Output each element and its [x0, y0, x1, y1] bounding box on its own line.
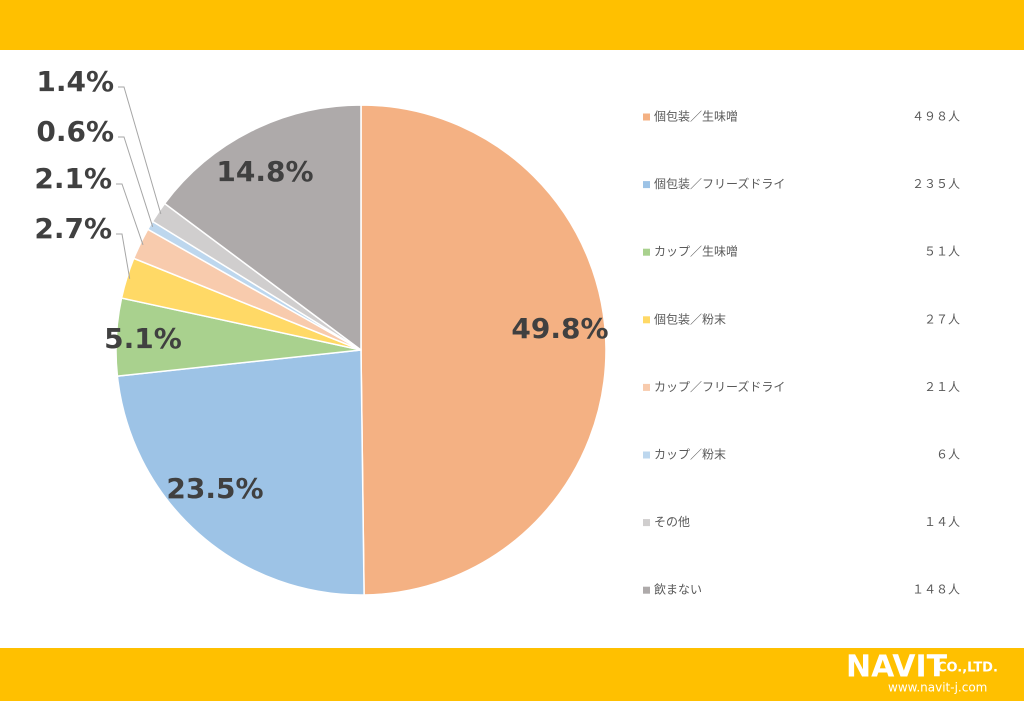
data-label: 14.8% [216, 155, 313, 188]
leader-line [116, 183, 144, 246]
legend-swatch [643, 248, 650, 256]
data-label: 2.7% [34, 212, 112, 245]
legend-count: １４８人 [912, 583, 960, 597]
slice [116, 349, 365, 596]
legend-label: 個包装／フリーズドライ [654, 176, 785, 191]
data-label: 5.1% [104, 322, 182, 355]
legend-count: ５１人 [924, 245, 960, 259]
legend-count: ２７人 [924, 312, 960, 326]
data-label: 23.5% [166, 472, 263, 505]
data-label: 2.1% [34, 162, 112, 195]
company: CO.,LTD. [937, 661, 998, 676]
legend-count: ２３５人 [912, 177, 960, 191]
legend-label: その他 [654, 515, 690, 529]
legend-count: １４人 [924, 515, 960, 529]
legend-count: ２１人 [924, 380, 960, 394]
leader-line [116, 233, 131, 279]
legend-label: カップ／フリーズドライ [654, 379, 785, 394]
data-label: 1.4% [36, 65, 114, 98]
legend-swatch [643, 316, 650, 324]
slice [163, 104, 362, 352]
data-label: 49.8% [511, 312, 608, 345]
logo: NAVIT [846, 650, 948, 685]
data-label: 0.6% [36, 115, 114, 148]
leader-line [118, 86, 162, 215]
slice [360, 104, 607, 596]
leader-line [118, 136, 154, 227]
legend-count: ６人 [936, 448, 960, 462]
legend-label: 個包装／生味噌 [654, 110, 738, 124]
legend-swatch [643, 181, 650, 189]
legend-count: ４９８人 [912, 110, 960, 124]
bottom-band [0, 648, 1024, 701]
legend-label: カップ／粉末 [654, 448, 726, 462]
legend-label: 飲まない [654, 582, 702, 597]
legend-swatch [643, 519, 650, 527]
legend-label: 個包装／粉末 [654, 312, 726, 326]
url: www.navit-j.com [888, 681, 987, 695]
legend-swatch [643, 113, 650, 121]
legend-swatch [643, 451, 650, 459]
top-band [0, 0, 1024, 50]
legend-swatch [643, 586, 650, 594]
legend-swatch [643, 383, 650, 391]
legend-label: カップ／生味噌 [654, 245, 738, 259]
